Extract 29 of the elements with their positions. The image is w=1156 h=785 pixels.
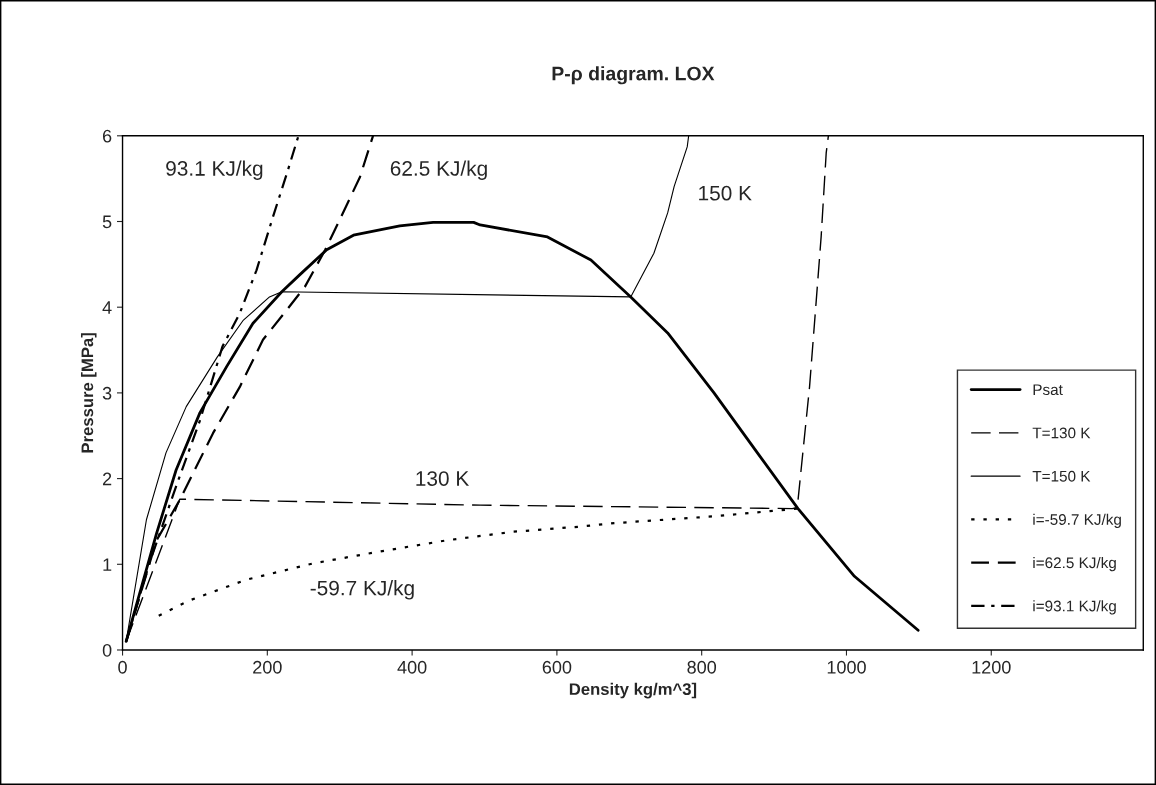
chart-title: P-ρ diagram. LOX	[552, 66, 715, 85]
annotation: 62.5 KJ/kg	[390, 160, 487, 180]
legend-label: i=93.1 KJ/kg	[1033, 600, 1116, 615]
legend-label: T=150 K	[1032, 470, 1091, 482]
legend-label: i=-59.7 KJ/kg	[1033, 513, 1121, 528]
y-tick-label: 6	[103, 129, 112, 143]
legend-label: T=130 K	[1032, 427, 1091, 439]
y-axis-title: Pressure [MPa]	[80, 333, 97, 453]
x-tick-label: 600	[542, 660, 572, 674]
x-tick-label: 1200	[972, 660, 1011, 674]
x-tick-label: 200	[253, 660, 282, 674]
y-tick-label: 0	[102, 643, 112, 657]
y-tick-label: 4	[102, 301, 112, 314]
x-tick-label: 0	[118, 660, 127, 674]
legend-label: Psat	[1033, 384, 1063, 396]
annotation: 130 K	[416, 471, 470, 486]
annotation: 93.1 KJ/kg	[166, 160, 263, 180]
x-tick-label: 800	[687, 660, 717, 674]
y-tick-label: 2	[102, 472, 112, 486]
y-tick-label: 5	[102, 215, 112, 229]
y-tick-label: 3	[102, 386, 112, 400]
annotation: 150 K	[699, 185, 752, 201]
y-tick-label: 1	[103, 558, 112, 571]
annotation: -59.7 KJ/kg	[310, 580, 414, 600]
line-series	[157, 507, 800, 617]
x-axis-title: Density kg/m^3]	[569, 682, 697, 699]
x-tick-label: 400	[397, 660, 427, 674]
legend-label: i=62.5 KJ/kg	[1033, 556, 1116, 572]
x-tick-label: 1000	[827, 660, 866, 674]
